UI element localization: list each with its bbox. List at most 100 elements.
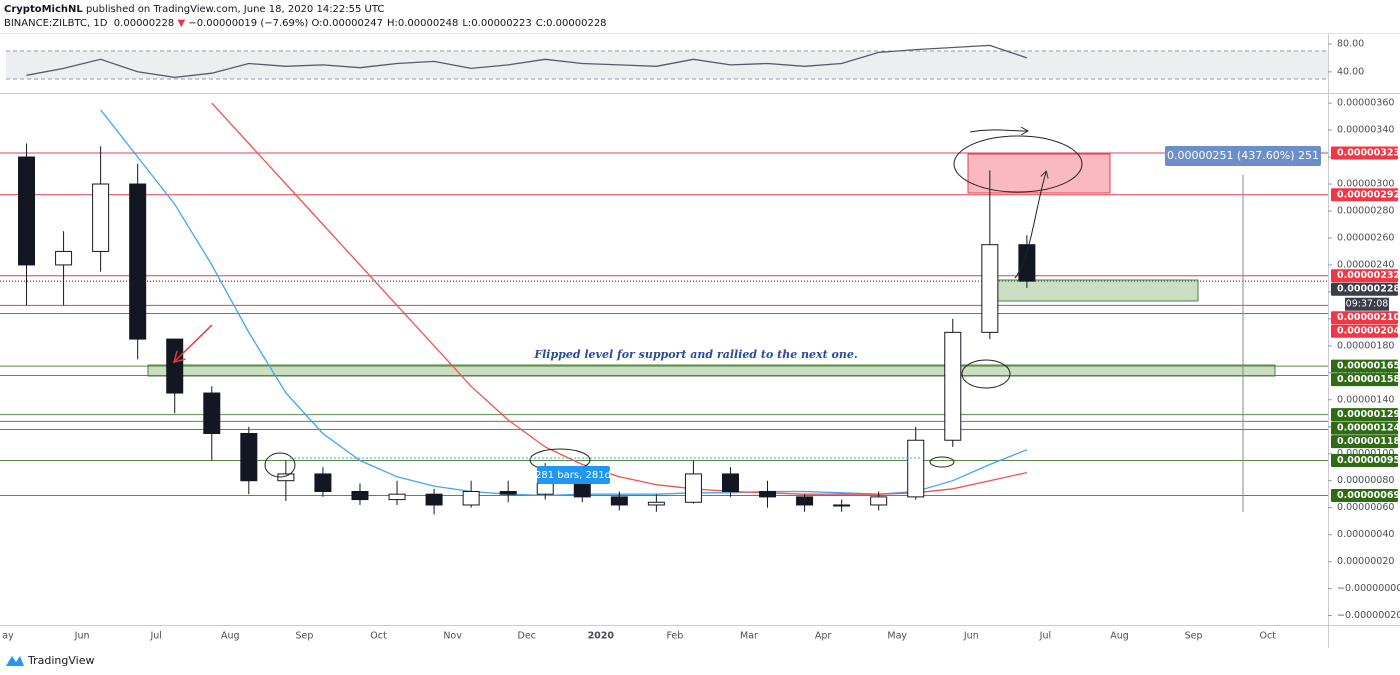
pointer-arrow <box>175 324 213 361</box>
candle-body <box>759 490 777 498</box>
y-tick-label: 0.00000240 <box>1337 259 1394 270</box>
moving-average <box>100 109 1028 497</box>
y-tick-label: −0.00000020 <box>1337 610 1400 621</box>
level-label-box <box>1331 188 1398 202</box>
candle-body <box>166 338 184 394</box>
x-tick-label: ay <box>2 631 14 642</box>
candle-body <box>684 473 702 503</box>
x-tick-label: Jul <box>1039 631 1051 642</box>
level-label: 0.00000069 <box>1337 490 1400 501</box>
x-tick-label: Oct <box>1259 631 1276 642</box>
ohlc-label: L: <box>462 18 472 29</box>
moving-average <box>211 102 1028 495</box>
x-tick-label: Feb <box>666 631 683 642</box>
measure-label <box>1165 146 1321 166</box>
x-tick-label: Nov <box>443 631 462 642</box>
support-zone <box>987 279 1199 302</box>
symbol: BINANCE:ZILBTC, 1D <box>4 18 108 29</box>
level-label: 0.00000228 <box>1337 284 1400 295</box>
y-tick-label: 0.00000360 <box>1337 98 1394 109</box>
ohlc-label: O: <box>311 18 323 29</box>
level-label-box <box>1331 435 1398 449</box>
candle-body <box>92 183 110 252</box>
candle-body <box>203 392 221 434</box>
annotation: Flipped level for support and rallied to… <box>533 348 858 361</box>
level-label-box <box>1331 282 1398 296</box>
y-tick-label: 0.00000260 <box>1337 232 1394 243</box>
candle-body <box>833 504 851 507</box>
x-tick-label: May <box>887 631 907 642</box>
x-tick-label: Sep <box>295 631 313 642</box>
x-tick-label: Oct <box>370 631 387 642</box>
rsi-line <box>26 44 1028 79</box>
author: CryptoMichNL <box>4 4 83 15</box>
countdown: 09:37:08 <box>1346 299 1389 310</box>
hand-drawn-arrow <box>1014 172 1046 279</box>
countdown-box <box>1345 297 1389 311</box>
ohlc-label: H: <box>387 18 398 29</box>
x-tick-label: Dec <box>518 631 536 642</box>
hand-drawn-circle <box>929 456 955 468</box>
y-tick-label: 0.00000160 <box>1337 367 1394 378</box>
y-tick-label: 0.00000140 <box>1337 394 1394 405</box>
published: published on TradingView.com, June 18, 2… <box>85 4 385 15</box>
level-label-box <box>1331 269 1398 283</box>
candle-body <box>721 473 739 492</box>
candle-body <box>129 183 147 340</box>
candle-body <box>536 482 554 495</box>
x-tick-label: Aug <box>221 631 240 642</box>
level-label-box <box>1331 453 1398 467</box>
x-tick-label: 2020 <box>588 631 615 642</box>
level-label: 0.00000129 <box>1337 409 1400 420</box>
level-label: 0.00000323 <box>1337 147 1400 158</box>
y-tick-label: 0.00000100 <box>1337 448 1394 459</box>
candle-body <box>388 493 406 501</box>
level-label-box <box>1331 373 1398 387</box>
candle-body <box>796 496 814 506</box>
candle-body <box>573 482 591 498</box>
rsi-tick-label: 80.00 <box>1337 39 1364 50</box>
date-range-text: 281 bars, 281d <box>535 470 611 481</box>
level-label-box <box>1331 359 1398 373</box>
candle-body <box>907 439 925 498</box>
candle-body <box>462 490 480 506</box>
measure-text: 0.00000251 (437.60%) 251 <box>1167 149 1319 162</box>
change: −0.00000019 (−7.69%) <box>188 18 309 29</box>
x-tick-label: Jul <box>149 631 161 642</box>
y-tick-label: −0.00000000 <box>1337 583 1400 594</box>
level-label: 0.00000158 <box>1337 374 1400 385</box>
level-label: 0.00000095 <box>1337 455 1400 466</box>
hand-drawn-circle <box>961 359 1011 389</box>
ohlc-value: 0.00000247 <box>322 18 383 29</box>
footer-bar <box>0 648 1400 675</box>
y-tick-label: 0.00000180 <box>1337 340 1394 351</box>
level-label-box <box>1331 408 1398 422</box>
level-label: 0.00000210 <box>1337 312 1400 323</box>
candle-body <box>1018 244 1036 282</box>
level-label-box <box>1331 146 1398 160</box>
candle-body <box>870 496 888 506</box>
candle-body <box>981 244 999 333</box>
ohlc-label: C: <box>535 18 547 29</box>
candle-body <box>240 432 258 482</box>
x-tick-label: Jun <box>963 631 979 642</box>
y-tick-label: 0.00000020 <box>1337 556 1394 567</box>
rsi-pane <box>26 44 1028 79</box>
y-tick-label: 0.00000300 <box>1337 179 1394 190</box>
ohlc-value: 0.00000248 <box>397 18 459 29</box>
level-label: 0.00000204 <box>1337 326 1400 337</box>
x-tick-label: Aug <box>1110 631 1129 642</box>
y-tick-label: 0.00000060 <box>1337 502 1394 513</box>
candle-body <box>610 496 628 506</box>
x-tick-label: Jun <box>74 631 90 642</box>
x-tick-label: Sep <box>1185 631 1203 642</box>
hand-drawn-circle <box>953 135 1083 193</box>
candle-body <box>55 250 73 266</box>
change-arrow: ▼ <box>177 18 186 29</box>
y-tick-label: 0.00000040 <box>1337 529 1394 540</box>
ohlc-value: 0.00000223 <box>471 18 532 29</box>
symbol-line: BINANCE:ZILBTC, 1D 0.00000228 ▼ −0.00000… <box>4 18 611 29</box>
date-range-label <box>537 466 610 484</box>
last-price: 0.00000228 <box>113 18 175 29</box>
